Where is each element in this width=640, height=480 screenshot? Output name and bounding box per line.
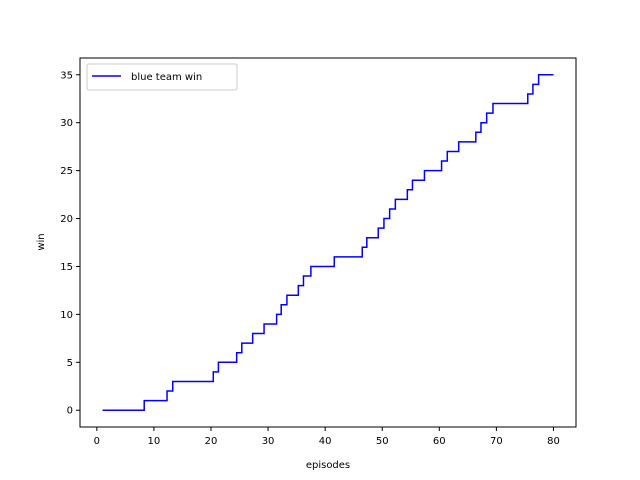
x-tick-label: 10 bbox=[148, 436, 161, 447]
series-line-blue-team-win bbox=[102, 74, 554, 411]
x-tick-label: 70 bbox=[490, 436, 503, 447]
y-axis-label: win bbox=[36, 233, 47, 250]
y-tick-label: 25 bbox=[60, 166, 73, 177]
x-axis: 0 10 20 30 40 50 60 70 80 bbox=[94, 427, 560, 447]
y-tick-label: 20 bbox=[60, 214, 73, 225]
y-tick-label: 10 bbox=[60, 310, 73, 321]
x-tick-label: 60 bbox=[433, 436, 446, 447]
y-tick-label: 30 bbox=[60, 118, 73, 129]
legend: blue team win bbox=[86, 63, 238, 91]
y-tick-label: 15 bbox=[60, 262, 73, 273]
legend-box bbox=[86, 63, 238, 91]
plot-area bbox=[102, 74, 554, 411]
plot-frame bbox=[79, 57, 577, 428]
x-tick-label: 40 bbox=[319, 436, 332, 447]
y-axis: 0 5 10 15 20 25 30 35 bbox=[60, 70, 80, 417]
x-tick-label: 30 bbox=[262, 436, 275, 447]
x-axis-label: episodes bbox=[306, 460, 350, 471]
x-tick-label: 20 bbox=[205, 436, 218, 447]
legend-label: blue team win bbox=[131, 72, 202, 83]
y-tick-label: 35 bbox=[60, 70, 73, 81]
y-tick-label: 5 bbox=[67, 358, 73, 369]
x-tick-label: 50 bbox=[376, 436, 389, 447]
x-tick-label: 80 bbox=[547, 436, 560, 447]
y-tick-label: 0 bbox=[67, 406, 73, 417]
x-tick-label: 0 bbox=[94, 436, 100, 447]
